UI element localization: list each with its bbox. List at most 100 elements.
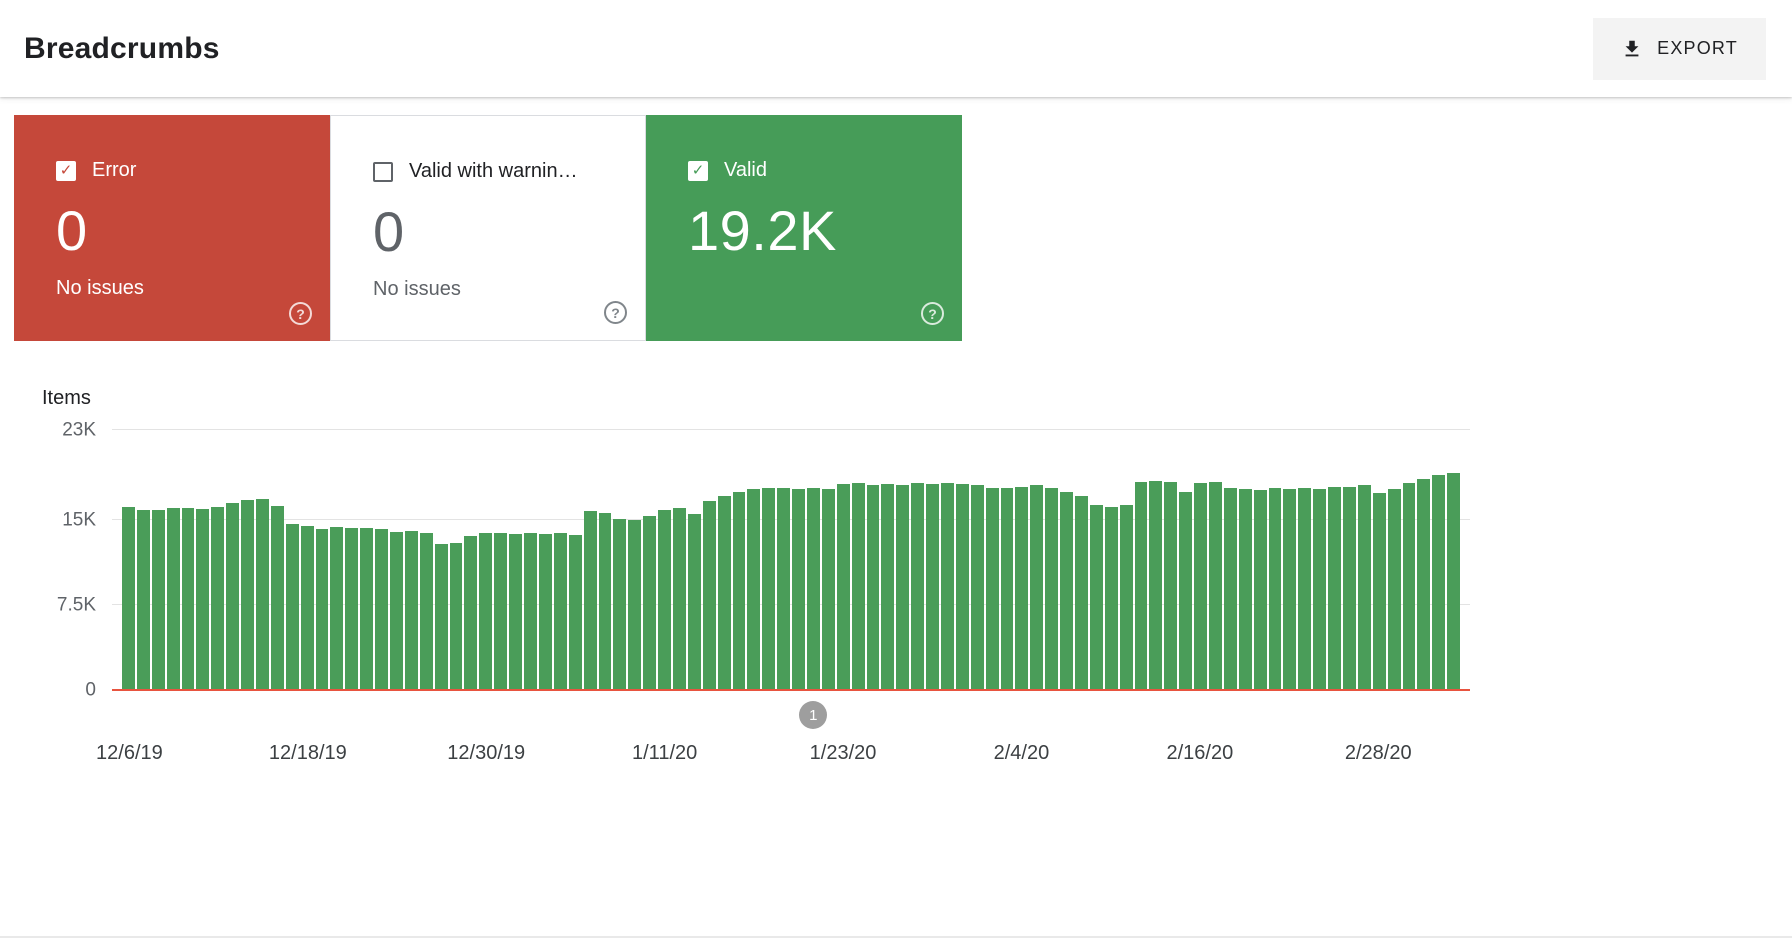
chart-bar[interactable] <box>1030 485 1044 690</box>
chart-bar[interactable] <box>1432 475 1446 690</box>
chart-bar[interactable] <box>985 487 999 690</box>
chart-bar[interactable] <box>851 483 865 690</box>
chart-bar[interactable] <box>1075 495 1088 690</box>
chart-bar[interactable] <box>270 505 284 690</box>
chart-bar[interactable] <box>196 509 210 690</box>
chart-bar[interactable] <box>911 483 925 690</box>
valid-with-warnings-card[interactable]: Valid with warnin… 0 No issues ? <box>330 115 646 341</box>
chart-bar[interactable] <box>494 532 508 690</box>
chart-bar[interactable] <box>375 529 389 690</box>
chart-bar[interactable] <box>553 532 567 690</box>
chart-bar[interactable] <box>1000 487 1014 690</box>
chart-bar[interactable] <box>1387 488 1401 690</box>
chart-bar[interactable] <box>970 485 984 690</box>
chart-bar[interactable] <box>777 487 791 690</box>
chart-bar[interactable] <box>166 508 180 690</box>
chart-bar[interactable] <box>1283 488 1297 690</box>
chart-bar[interactable] <box>419 532 433 690</box>
chart-bar[interactable] <box>241 500 255 690</box>
checkbox-unchecked-icon[interactable] <box>373 161 393 182</box>
chart-bar[interactable] <box>1209 482 1222 690</box>
chart-bar[interactable] <box>1104 506 1118 690</box>
chart-bar[interactable] <box>896 485 910 690</box>
chart-bar[interactable] <box>151 510 165 690</box>
checkbox-checked-icon[interactable]: ✓ <box>56 160 76 181</box>
chart-bar[interactable] <box>404 530 418 690</box>
chart-bar[interactable] <box>613 519 627 690</box>
chart-bar[interactable] <box>464 536 478 690</box>
chart-bar[interactable] <box>702 501 716 690</box>
chart-bar[interactable] <box>1372 493 1386 690</box>
chart-bar[interactable] <box>1298 487 1312 690</box>
chart-bar[interactable] <box>1164 482 1178 690</box>
help-icon[interactable]: ? <box>921 302 944 325</box>
chart-bar[interactable] <box>524 532 537 690</box>
help-icon[interactable]: ? <box>604 301 627 324</box>
chart-bar[interactable] <box>1149 480 1163 690</box>
chart-bar[interactable] <box>940 483 954 690</box>
chart-bar[interactable] <box>300 526 314 690</box>
chart-bar[interactable] <box>1402 483 1416 690</box>
error-card[interactable]: ✓ Error 0 No issues ? <box>14 115 330 341</box>
chart-bar[interactable] <box>717 495 731 690</box>
chart-bar[interactable] <box>881 484 895 690</box>
chart-bar[interactable] <box>1194 483 1208 690</box>
checkbox-checked-icon[interactable]: ✓ <box>688 160 708 181</box>
chart-bar[interactable] <box>285 523 299 690</box>
chart-bar[interactable] <box>136 510 150 690</box>
chart-bar[interactable] <box>122 506 135 690</box>
chart-bar[interactable] <box>1119 504 1133 690</box>
chart-bar[interactable] <box>479 532 493 690</box>
chart-bar[interactable] <box>583 511 597 690</box>
chart-bar[interactable] <box>509 534 523 690</box>
chart-bar[interactable] <box>1357 485 1371 690</box>
chart-bar[interactable] <box>538 534 552 690</box>
chart-bar[interactable] <box>1343 486 1356 690</box>
chart-bar[interactable] <box>1328 486 1342 690</box>
chart-bar[interactable] <box>1015 486 1029 690</box>
chart-bar[interactable] <box>434 544 448 690</box>
chart-bar[interactable] <box>390 531 403 690</box>
chart-bar[interactable] <box>1134 482 1148 690</box>
chart-bar[interactable] <box>806 487 820 690</box>
chart-bar[interactable] <box>315 529 329 690</box>
chart-bar[interactable] <box>792 488 805 690</box>
chart-bar[interactable] <box>1060 492 1073 690</box>
chart-bar[interactable] <box>1223 487 1237 690</box>
chart-bar[interactable] <box>1417 478 1431 690</box>
chart-bar[interactable] <box>955 484 969 690</box>
chart-bar[interactable] <box>836 484 850 690</box>
chart-bar[interactable] <box>643 515 657 690</box>
chart-bar[interactable] <box>628 520 642 690</box>
chart-bar[interactable] <box>747 488 761 690</box>
help-icon[interactable]: ? <box>289 302 312 325</box>
chart-bar[interactable] <box>821 488 835 690</box>
valid-card[interactable]: ✓ Valid 19.2K ? <box>646 115 962 341</box>
chart-bar[interactable] <box>1253 489 1267 690</box>
chart-bar[interactable] <box>1313 488 1327 690</box>
chart-bar[interactable] <box>658 510 671 690</box>
chart-bar[interactable] <box>330 527 344 690</box>
chart-bar[interactable] <box>568 535 582 690</box>
chart-bar[interactable] <box>1238 488 1252 690</box>
export-button[interactable]: EXPORT <box>1593 17 1766 80</box>
chart-bar[interactable] <box>598 512 612 690</box>
chart-bar[interactable] <box>345 528 359 690</box>
chart-bar[interactable] <box>181 508 195 690</box>
chart-bar[interactable] <box>672 508 686 690</box>
chart-bar[interactable] <box>1268 487 1282 690</box>
chart-bar[interactable] <box>1089 504 1103 690</box>
chart-bar[interactable] <box>1179 492 1193 690</box>
chart-bar[interactable] <box>762 487 776 690</box>
chart-bar[interactable] <box>360 528 374 690</box>
chart-bar[interactable] <box>449 543 463 690</box>
chart-bar[interactable] <box>1447 472 1461 690</box>
chart-bar[interactable] <box>732 492 746 690</box>
chart-bar[interactable] <box>1045 487 1059 690</box>
chart-bar[interactable] <box>211 506 225 690</box>
chart-bar[interactable] <box>926 484 939 690</box>
chart-bar[interactable] <box>256 498 269 690</box>
chart-bar[interactable] <box>226 503 240 690</box>
chart-bar[interactable] <box>687 513 701 690</box>
chart-bar[interactable] <box>866 485 880 690</box>
